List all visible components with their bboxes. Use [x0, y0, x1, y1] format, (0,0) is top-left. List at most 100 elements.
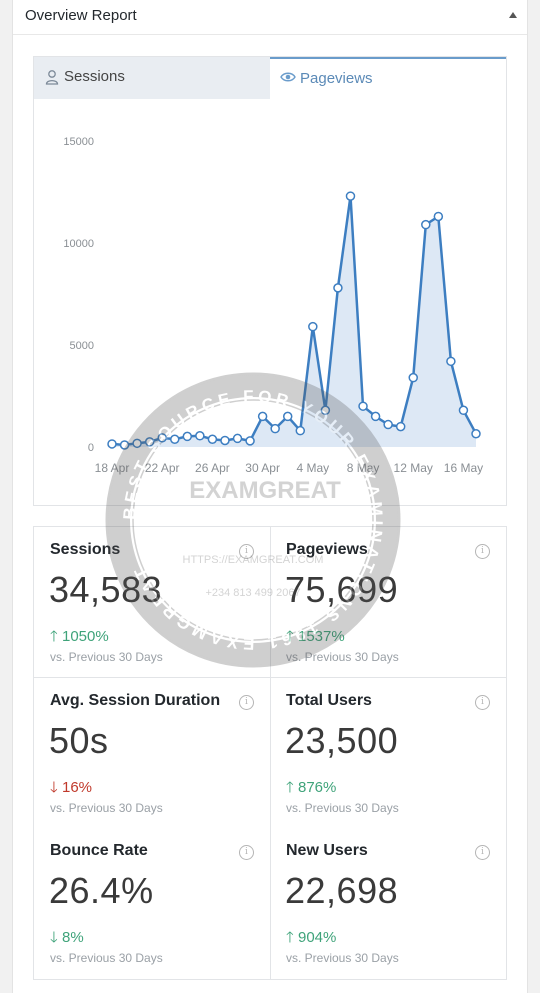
stat-title: Bounce Rate [50, 842, 148, 859]
grid-divider-vertical [270, 527, 271, 979]
stat-value: 23,500 [285, 720, 399, 761]
grid-divider-horizontal [34, 677, 506, 678]
data-point[interactable] [458, 405, 469, 416]
stat-sessions: Sessions i 34,583 🡑 1050% vs. Previous 3… [34, 527, 270, 677]
stat-pageviews: Pageviews i 75,699 🡑 1537% vs. Previous … [270, 527, 506, 677]
stat-compare: vs. Previous 30 Days [286, 801, 399, 815]
data-point[interactable] [270, 423, 280, 434]
stat-change: 🡓 8% [50, 929, 84, 946]
y-tick-label: 10000 [63, 238, 94, 250]
y-tick-label: 15000 [63, 136, 94, 148]
info-icon[interactable]: i [239, 845, 254, 860]
series-area [112, 196, 476, 447]
arrow-down-icon: 🡓 [50, 929, 58, 946]
eye-icon [280, 72, 296, 82]
data-point[interactable] [195, 431, 205, 441]
data-point[interactable] [408, 372, 418, 383]
data-point[interactable] [345, 191, 356, 201]
x-tick-label: 30 Apr [245, 461, 280, 475]
user-icon [45, 70, 59, 85]
panel-title: Overview Report [25, 7, 137, 24]
collapse-arrow-icon[interactable] [509, 12, 517, 18]
data-point[interactable] [157, 433, 167, 443]
data-point[interactable] [333, 283, 343, 293]
stat-title: Total Users [286, 692, 372, 709]
stat-title: New Users [286, 842, 368, 859]
data-point[interactable] [471, 428, 481, 439]
stat-change: 🡑 1050% [50, 628, 109, 645]
x-tick-label: 12 May [394, 461, 433, 475]
tab-pageviews[interactable]: Pageviews [270, 57, 506, 99]
y-tick-label: 5000 [70, 340, 94, 352]
tab-sessions-label: Sessions [64, 68, 125, 85]
panel-header[interactable]: Overview Report [13, 0, 527, 35]
data-point[interactable] [132, 438, 142, 449]
data-point[interactable] [320, 405, 331, 416]
data-point[interactable] [433, 211, 444, 222]
tab-sessions[interactable]: Sessions [34, 57, 270, 99]
stat-value: 34,583 [49, 569, 163, 610]
stat-change: 🡑 876% [286, 779, 337, 796]
data-point[interactable] [107, 439, 117, 449]
data-point[interactable] [207, 434, 218, 444]
stat-bounce-rate: Bounce Rate i 26.4% 🡓 8% vs. Previous 30… [34, 828, 270, 978]
info-icon[interactable]: i [475, 845, 490, 860]
data-point[interactable] [119, 440, 130, 450]
tab-pageviews-label: Pageviews [300, 70, 373, 87]
stat-avg-session-duration: Avg. Session Duration i 50s 🡓 16% vs. Pr… [34, 678, 270, 828]
y-axis: 0 5000 10000 15000 [63, 136, 94, 454]
data-point[interactable] [144, 437, 155, 447]
data-point[interactable] [395, 421, 406, 432]
info-icon[interactable]: i [239, 695, 254, 710]
stat-title: Avg. Session Duration [50, 692, 221, 709]
stat-compare: vs. Previous 30 Days [50, 951, 163, 965]
stat-value: 26.4% [49, 870, 154, 911]
data-point[interactable] [170, 434, 180, 444]
data-point[interactable] [245, 436, 255, 446]
stat-value: 22,698 [285, 870, 399, 911]
stats-grid: Sessions i 34,583 🡑 1050% vs. Previous 3… [33, 526, 507, 980]
stat-change: 🡓 16% [50, 779, 93, 796]
stat-compare: vs. Previous 30 Days [50, 650, 163, 664]
data-point[interactable] [421, 219, 431, 230]
data-point[interactable] [446, 356, 456, 367]
data-point[interactable] [220, 435, 230, 446]
data-point[interactable] [358, 401, 368, 411]
stat-change: 🡑 904% [286, 929, 337, 946]
x-axis: 18 Apr 22 Apr 26 Apr 30 Apr 4 May 8 May 12 May… [95, 461, 483, 475]
y-tick-label: 0 [88, 442, 94, 454]
stat-value: 50s [49, 720, 109, 761]
x-tick-label: 8 May [347, 461, 380, 475]
x-tick-label: 26 Apr [195, 461, 230, 475]
arrow-up-icon: 🡑 [50, 628, 58, 645]
stat-compare: vs. Previous 30 Days [50, 801, 163, 815]
stat-title: Pageviews [286, 541, 368, 558]
data-point[interactable] [182, 431, 193, 442]
stat-compare: vs. Previous 30 Days [286, 951, 399, 965]
pageviews-chart: 0 5000 10000 15000 18 Apr 22 Apr 26 Apr 30 Apr… [63, 136, 483, 475]
info-icon[interactable]: i [475, 544, 490, 559]
stat-value: 75,699 [285, 569, 399, 610]
x-tick-label: 4 May [296, 461, 329, 475]
stat-compare: vs. Previous 30 Days [286, 650, 399, 664]
arrow-up-icon: 🡑 [286, 779, 294, 796]
stat-total-users: Total Users i 23,500 🡑 876% vs. Previous… [270, 678, 506, 828]
info-icon[interactable]: i [239, 544, 254, 559]
arrow-up-icon: 🡑 [286, 929, 294, 946]
data-point[interactable] [257, 411, 268, 422]
info-icon[interactable]: i [475, 695, 490, 710]
arrow-down-icon: 🡓 [50, 779, 58, 796]
series-points [107, 191, 481, 450]
data-point[interactable] [308, 321, 318, 332]
arrow-up-icon: 🡑 [286, 628, 294, 645]
stat-new-users: New Users i 22,698 🡑 904% vs. Previous 3… [270, 828, 506, 978]
chart-card: Sessions Pageviews 0 5000 10000 15000 18 Ap… [33, 56, 507, 506]
data-point[interactable] [282, 411, 293, 422]
data-point[interactable] [232, 433, 243, 444]
data-point[interactable] [383, 419, 393, 430]
data-point[interactable] [295, 425, 306, 436]
stat-change: 🡑 1537% [286, 628, 345, 645]
stat-title: Sessions [50, 541, 121, 558]
overview-report-panel: Overview Report Sessions Pageviews 0 5000… [12, 0, 528, 993]
data-point[interactable] [370, 411, 381, 422]
